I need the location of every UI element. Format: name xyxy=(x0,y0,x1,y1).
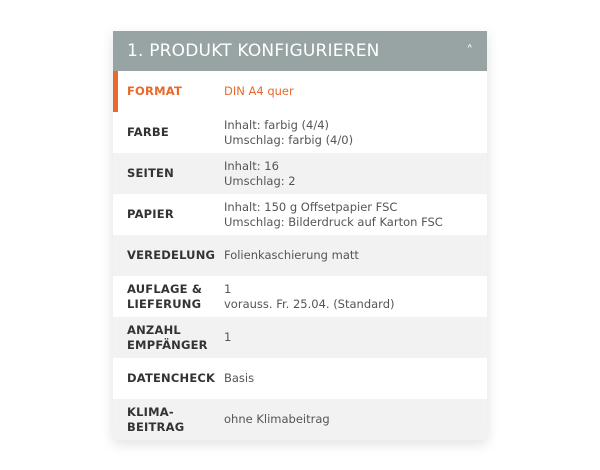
row-value: Inhalt: farbig (4/4) Umschlag: farbig (4/… xyxy=(224,118,353,148)
section-title: 1. PRODUKT KONFIGURIEREN xyxy=(127,41,380,61)
row-value-line: ohne Klimabeitrag xyxy=(224,412,330,426)
row-label: VEREDELUNG xyxy=(113,248,223,263)
row-label-line: FORMAT xyxy=(127,84,182,98)
row-label-line: LIEFERUNG xyxy=(127,296,202,311)
row-label-line: PAPIER xyxy=(127,207,174,221)
row-value-line: DIN A4 quer xyxy=(224,84,294,98)
config-list: FORMAT DIN A4 quer FARBE Inhalt: farbig (4/… xyxy=(113,71,487,440)
config-row-papier[interactable]: PAPIER Inhalt: 150 g Offsetpapier FSC Umsc… xyxy=(113,194,487,235)
row-value: Inhalt: 16 Umschlag: 2 xyxy=(224,159,296,189)
row-label-line: KLIMA- xyxy=(127,404,174,419)
row-label: FARBE xyxy=(113,125,223,140)
row-value: ohne Klimabeitrag xyxy=(224,412,330,427)
row-label-line: ANZAHL xyxy=(127,322,181,337)
config-row-anzahl-empfänger[interactable]: ANZAHL EMPFÄNGER 1 xyxy=(113,317,487,358)
row-value-line: Inhalt: 16 xyxy=(224,158,279,173)
row-label: KLIMA- BEITRAG xyxy=(113,405,223,435)
row-label: AUFLAGE & LIEFERUNG xyxy=(113,282,223,312)
row-label-line: DATENCHECK xyxy=(127,371,216,385)
config-row-auflage-lieferung[interactable]: AUFLAGE & LIEFERUNG 1 vorauss. Fr. 25.04. (… xyxy=(113,276,487,317)
row-value: 1 vorauss. Fr. 25.04. (Standard) xyxy=(224,282,394,312)
row-label: FORMAT xyxy=(113,84,223,99)
row-label: DATENCHECK xyxy=(113,371,223,386)
row-label: PAPIER xyxy=(113,207,223,222)
row-value-line: Umschlag: 2 xyxy=(224,173,296,188)
config-row-veredelung[interactable]: VEREDELUNG Folienkaschierung matt xyxy=(113,235,487,276)
row-value-line: Basis xyxy=(224,371,255,385)
row-label-line: AUFLAGE & xyxy=(127,281,203,296)
row-label-line: BEITRAG xyxy=(127,419,185,434)
row-value-line: Inhalt: farbig (4/4) xyxy=(224,117,330,132)
product-config-panel: 1. PRODUKT KONFIGURIEREN ˄ FORMAT DIN A4 … xyxy=(113,31,487,440)
row-value-line: 1 xyxy=(224,281,232,296)
row-label: ANZAHL EMPFÄNGER xyxy=(113,323,223,353)
config-row-datencheck[interactable]: DATENCHECK Basis xyxy=(113,358,487,399)
row-value: Basis xyxy=(224,371,254,386)
row-value: Folienkaschierung matt xyxy=(224,248,359,263)
chevron-up-icon[interactable]: ˄ xyxy=(466,43,474,59)
row-label-line: FARBE xyxy=(127,125,169,139)
config-row-farbe[interactable]: FARBE Inhalt: farbig (4/4) Umschlag: farbi… xyxy=(113,112,487,153)
section-header-toggle[interactable]: 1. PRODUKT KONFIGURIEREN ˄ xyxy=(113,31,487,71)
row-value: DIN A4 quer xyxy=(224,84,294,99)
row-value-line: 1 xyxy=(224,330,232,344)
config-row-format[interactable]: FORMAT DIN A4 quer xyxy=(113,71,487,112)
row-value-line: Umschlag: Bilderdruck auf Karton FSC xyxy=(224,214,443,229)
row-value-line: Folienkaschierung matt xyxy=(224,248,359,262)
config-row-seiten[interactable]: SEITEN Inhalt: 16 Umschlag: 2 xyxy=(113,153,487,194)
row-value-line: Umschlag: farbig (4/0) xyxy=(224,132,354,147)
row-value-line: Inhalt: 150 g Offsetpapier FSC xyxy=(224,199,398,214)
row-label-line: VEREDELUNG xyxy=(127,248,216,262)
config-row-klima-beitrag[interactable]: KLIMA- BEITRAG ohne Klimabeitrag xyxy=(113,399,487,440)
row-value: Inhalt: 150 g Offsetpapier FSC Umschlag: … xyxy=(224,200,443,230)
row-label: SEITEN xyxy=(113,166,223,181)
row-label-line: SEITEN xyxy=(127,166,174,180)
row-value-line: vorauss. Fr. 25.04. (Standard) xyxy=(224,296,395,311)
row-value: 1 xyxy=(224,330,231,345)
row-label-line: EMPFÄNGER xyxy=(127,337,208,352)
